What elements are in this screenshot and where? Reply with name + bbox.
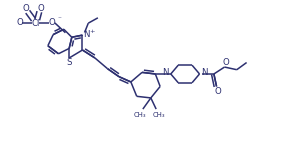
- Text: ⁻: ⁻: [57, 17, 61, 23]
- Text: O: O: [37, 4, 44, 13]
- Text: Cl: Cl: [31, 19, 40, 28]
- Text: O: O: [16, 18, 23, 27]
- Text: O: O: [22, 4, 29, 13]
- Text: O: O: [222, 58, 229, 67]
- Text: N: N: [83, 30, 90, 39]
- Text: +: +: [89, 29, 95, 34]
- Text: N: N: [202, 68, 208, 77]
- Text: CH₃: CH₃: [133, 112, 146, 118]
- Text: CH₃: CH₃: [153, 112, 166, 118]
- Text: N: N: [162, 68, 169, 77]
- Text: O: O: [214, 87, 221, 96]
- Text: S: S: [66, 58, 72, 67]
- Text: O: O: [49, 18, 56, 27]
